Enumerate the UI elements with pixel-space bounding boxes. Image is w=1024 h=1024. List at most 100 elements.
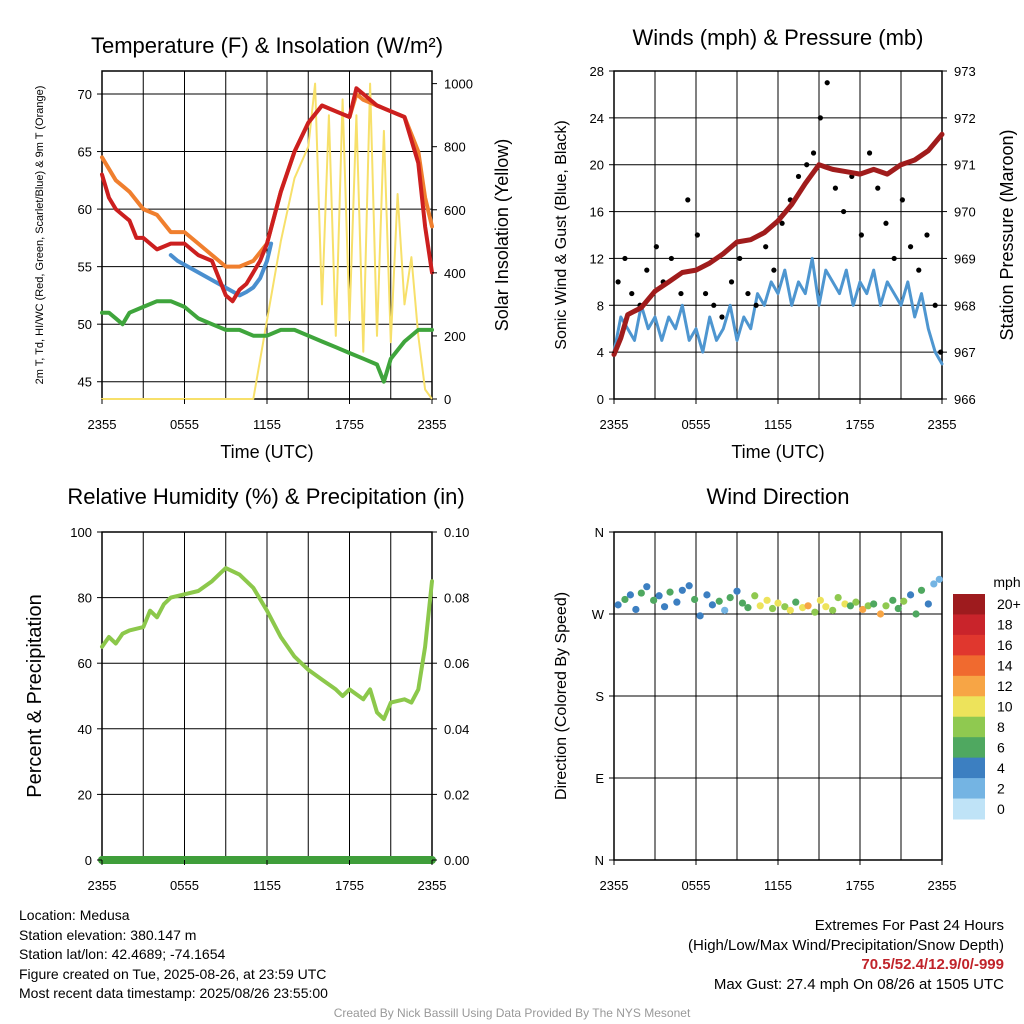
direction-point bbox=[811, 608, 819, 616]
direction-point bbox=[715, 597, 723, 605]
x-tick-label: 2355 bbox=[928, 417, 957, 432]
colorbar-label: 12 bbox=[997, 678, 1013, 694]
direction-point bbox=[906, 591, 915, 599]
y-tick-label-left: 0 bbox=[85, 853, 92, 868]
gust-point bbox=[629, 290, 635, 297]
gust-point bbox=[763, 244, 769, 250]
y-tick-label-left: 45 bbox=[78, 375, 92, 390]
gust-point bbox=[875, 185, 881, 191]
gust-point bbox=[745, 290, 751, 297]
gust-point bbox=[804, 162, 810, 168]
direction-point bbox=[678, 586, 686, 594]
x-tick-label: 0555 bbox=[170, 417, 199, 432]
colorbar-label: 8 bbox=[997, 719, 1005, 735]
station-info: Location: Medusa Station elevation: 380.… bbox=[19, 906, 328, 1004]
direction-point bbox=[829, 606, 837, 614]
direction-grid bbox=[614, 532, 942, 860]
x-tick-label: 1155 bbox=[764, 417, 792, 432]
winds-series bbox=[611, 80, 945, 366]
y-tick-label-left: W bbox=[592, 607, 605, 622]
direction-title: Wind Direction bbox=[706, 484, 849, 509]
y-tick-label-left: 28 bbox=[590, 64, 604, 79]
direction-point bbox=[804, 602, 812, 610]
x-tick-label: 2355 bbox=[88, 417, 117, 432]
gust-point bbox=[615, 279, 621, 285]
figure-created: Figure created on Tue, 2025-08-26, at 23… bbox=[19, 965, 327, 982]
gust-point bbox=[711, 302, 717, 308]
x-tick-label: 1155 bbox=[253, 417, 281, 432]
direction-point bbox=[691, 595, 699, 604]
y-tick-label-left: 50 bbox=[78, 317, 92, 332]
y-tick-label-right: 968 bbox=[954, 298, 976, 313]
direction-point bbox=[876, 610, 885, 618]
gust-point bbox=[728, 279, 735, 285]
x-tick-label: 2355 bbox=[600, 878, 629, 893]
x-tick-label: 1755 bbox=[846, 878, 875, 893]
y-tick-label-left: 0 bbox=[597, 392, 604, 407]
temperature-title: Temperature (F) & Insolation (W/m²) bbox=[91, 33, 443, 58]
temperature-series bbox=[100, 82, 434, 400]
direction-point bbox=[930, 580, 938, 588]
y-tick-label-right: 0.06 bbox=[444, 656, 469, 671]
y-tick-label-left: 40 bbox=[78, 722, 92, 737]
series-line-station-pressure bbox=[611, 131, 945, 357]
colorbar-label: 4 bbox=[997, 760, 1005, 776]
x-tick-label: 1155 bbox=[764, 878, 792, 893]
gust-point bbox=[622, 255, 628, 262]
y-tick-label-left: 24 bbox=[590, 111, 604, 126]
direction-point bbox=[660, 603, 669, 611]
extremes-values: 70.5/52.4/12.9/0/-999 bbox=[861, 956, 1004, 973]
series-line-insolation bbox=[101, 82, 433, 400]
y-tick-label-right: 0 bbox=[444, 392, 451, 407]
gust-point bbox=[883, 220, 889, 226]
x-tick-label: 0555 bbox=[682, 417, 711, 432]
x-tick-label: 2355 bbox=[418, 417, 447, 432]
y-tick-label-right: 0.10 bbox=[444, 525, 469, 540]
temperature-xlabel: Time (UTC) bbox=[220, 442, 313, 462]
direction-point bbox=[889, 596, 897, 604]
temperature-ylabel-left: 2m T, Td, HI/WC (Red, Green, Scarlet/Blu… bbox=[34, 86, 46, 385]
direction-point bbox=[614, 601, 622, 609]
y-tick-label-left: N bbox=[595, 853, 604, 868]
x-tick-label: 1755 bbox=[335, 417, 364, 432]
colorbar-swatch bbox=[953, 675, 985, 697]
direction-point bbox=[673, 598, 681, 606]
gust-point bbox=[832, 185, 839, 191]
colorbar-swatch bbox=[953, 757, 985, 779]
y-tick-label-right: 800 bbox=[444, 140, 466, 155]
direction-ticks: N E S W N 2355 0555 1155 1755 2355 bbox=[592, 525, 957, 893]
y-tick-label-right: 1000 bbox=[444, 77, 473, 92]
direction-point bbox=[799, 604, 807, 612]
direction-ylabel-left: Direction (Colored By Speed) bbox=[553, 592, 570, 800]
colorbar-swatch bbox=[953, 737, 985, 759]
gust-point bbox=[694, 232, 700, 238]
colorbar-swatch bbox=[953, 594, 985, 615]
x-tick-label: 2355 bbox=[418, 878, 447, 893]
humidity-ylabel-left: Percent & Precipitation bbox=[24, 594, 46, 797]
x-tick-label: 2355 bbox=[600, 417, 629, 432]
direction-point bbox=[924, 600, 932, 608]
direction-point bbox=[792, 598, 800, 606]
direction-point bbox=[882, 602, 890, 610]
y-tick-label-right: 971 bbox=[954, 158, 976, 173]
gust-point bbox=[795, 173, 802, 180]
direction-point bbox=[637, 589, 645, 597]
winds-ylabel-right: Station Pressure (Maroon) bbox=[997, 129, 1017, 340]
direction-point bbox=[822, 603, 830, 611]
direction-point bbox=[834, 594, 842, 602]
x-tick-label: 0555 bbox=[170, 878, 199, 893]
extremes-info: Extremes For Past 24 Hours (High/Low/Max… bbox=[688, 916, 1004, 994]
y-tick-label-right: 967 bbox=[954, 345, 976, 360]
direction-point bbox=[781, 603, 789, 611]
temperature-panel: Temperature (F) & Insolation (W/m²) 45 50… bbox=[34, 33, 512, 462]
y-tick-label-left: 4 bbox=[597, 345, 604, 360]
gust-point bbox=[938, 349, 944, 355]
speed-colorbar: 20+ 18 16 14 12 10 8 6 4 2 0 bbox=[953, 594, 1021, 820]
colorbar-label: 6 bbox=[997, 739, 1005, 755]
y-tick-label-left: 70 bbox=[78, 87, 92, 102]
winds-ylabel-left: Sonic Wind & Gust (Blue, Black) bbox=[553, 120, 570, 349]
gust-point bbox=[753, 302, 759, 308]
direction-point bbox=[733, 587, 741, 595]
gust-point bbox=[907, 244, 914, 250]
